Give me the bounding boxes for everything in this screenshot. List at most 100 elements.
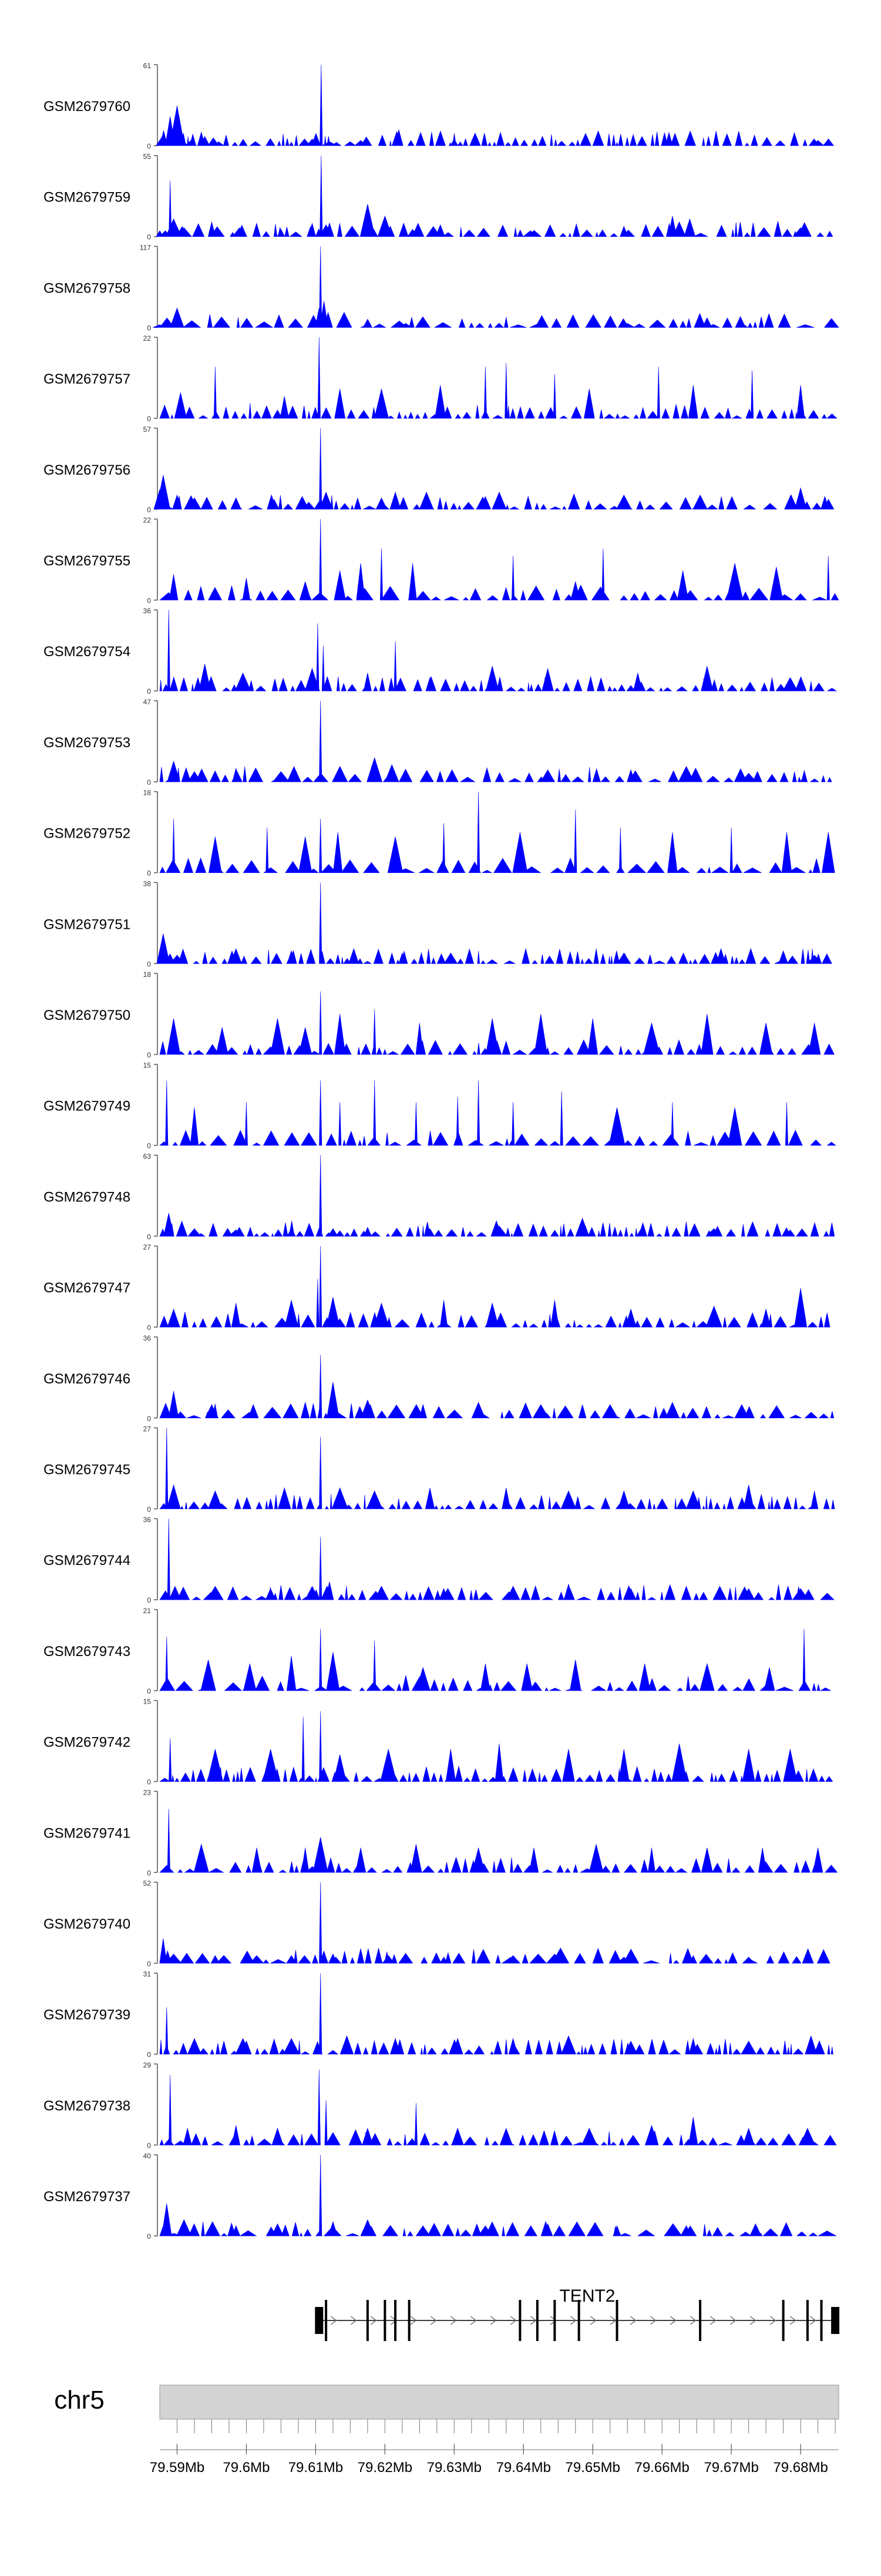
strand-arrows xyxy=(330,2316,816,2325)
exon xyxy=(315,2307,324,2334)
track-label: GSM2679742 xyxy=(43,1735,130,1751)
strand-arrow xyxy=(690,2316,697,2325)
coverage-area xyxy=(156,155,833,237)
y-max-label: 61 xyxy=(143,62,152,70)
y-min-label: 0 xyxy=(147,1778,151,1786)
coverage-area xyxy=(159,1428,835,1509)
chromosome-label: chr5 xyxy=(54,2386,105,2414)
strand-arrow xyxy=(410,2316,417,2325)
x-tick-label: 79.67Mb xyxy=(704,2460,758,2476)
gene-label: TENT2 xyxy=(559,2286,615,2306)
track-label: GSM2679754 xyxy=(43,644,130,660)
y-min-label: 0 xyxy=(147,1051,151,1059)
track-GSM2679739: GSM2679739 31 0 xyxy=(43,1970,833,2059)
track-GSM2679755: GSM2679755 22 0 xyxy=(43,516,839,605)
coverage-area xyxy=(159,519,839,600)
coverage-area xyxy=(159,1711,833,1782)
strand-arrow xyxy=(749,2316,756,2325)
coverage-area xyxy=(159,1628,832,1691)
y-min-label: 0 xyxy=(147,960,151,968)
y-min-label: 0 xyxy=(147,597,151,605)
track-GSM2679740: GSM2679740 52 0 xyxy=(43,1879,830,1968)
track-label: GSM2679745 xyxy=(43,1462,130,1478)
track-GSM2679754: GSM2679754 36 0 xyxy=(43,607,838,696)
exon xyxy=(820,2300,823,2341)
y-max-label: 36 xyxy=(143,1516,152,1524)
coverage-area xyxy=(159,1519,835,1600)
exon xyxy=(831,2307,840,2334)
coverage-area xyxy=(159,610,838,691)
y-min-label: 0 xyxy=(147,2141,151,2150)
strand-arrow xyxy=(450,2316,457,2325)
track-label: GSM2679752 xyxy=(43,826,130,842)
track-label: GSM2679740 xyxy=(43,1916,130,1932)
coverage-area xyxy=(159,1809,838,1873)
coverage-area xyxy=(159,1155,835,1237)
x-tick-label: 79.62Mb xyxy=(358,2460,412,2476)
track-label: GSM2679757 xyxy=(43,371,130,387)
exon xyxy=(366,2300,369,2341)
coverage-area xyxy=(159,1355,835,1419)
track-label: GSM2679746 xyxy=(43,1371,130,1387)
genome-ruler: 79.59Mb 79.6Mb 79.61Mb 79.62Mb 79.63Mb 79.64M… xyxy=(150,2419,839,2476)
exon xyxy=(806,2300,809,2341)
y-max-label: 117 xyxy=(140,243,151,251)
y-max-label: 31 xyxy=(143,1970,152,1979)
exon xyxy=(536,2300,539,2341)
y-min-label: 0 xyxy=(147,1687,151,1695)
exon xyxy=(577,2300,580,2341)
strand-arrow xyxy=(670,2316,677,2325)
track-GSM2679752: GSM2679752 18 0 xyxy=(43,789,835,878)
strand-arrow xyxy=(590,2316,597,2325)
x-tick-label: 79.61Mb xyxy=(288,2460,343,2476)
exon xyxy=(325,2300,328,2341)
y-min-label: 0 xyxy=(147,415,151,423)
coverage-area xyxy=(159,700,832,782)
y-min-label: 0 xyxy=(147,506,151,514)
x-tick-label: 79.65Mb xyxy=(566,2460,620,2476)
track-label: GSM2679756 xyxy=(43,462,130,478)
x-tick-label: 79.6Mb xyxy=(223,2460,270,2476)
y-max-label: 57 xyxy=(143,425,152,434)
y-min-label: 0 xyxy=(147,687,151,696)
y-min-label: 0 xyxy=(147,1324,151,1332)
y-max-label: 15 xyxy=(143,1062,152,1070)
y-max-label: 47 xyxy=(143,698,152,706)
track-label: GSM2679758 xyxy=(43,280,130,296)
y-min-label: 0 xyxy=(147,233,151,241)
track-GSM2679749: GSM2679749 15 0 xyxy=(43,1062,836,1150)
track-GSM2679759: GSM2679759 55 0 xyxy=(43,153,833,241)
track-label: GSM2679748 xyxy=(43,1189,130,1205)
strand-arrow xyxy=(729,2316,737,2325)
strand-arrow xyxy=(490,2316,497,2325)
track-GSM2679747: GSM2679747 27 0 xyxy=(43,1243,830,1332)
track-label: GSM2679750 xyxy=(43,1007,130,1023)
y-max-label: 29 xyxy=(143,2061,152,2069)
y-max-label: 22 xyxy=(143,516,152,525)
track-GSM2679737: GSM2679737 40 0 xyxy=(43,2152,837,2241)
y-max-label: 27 xyxy=(143,1243,152,1251)
strand-arrow xyxy=(809,2316,816,2325)
track-label: GSM2679739 xyxy=(43,2007,130,2023)
track-label: GSM2679737 xyxy=(43,2189,130,2205)
track-label: GSM2679760 xyxy=(43,99,130,115)
y-min-label: 0 xyxy=(147,1506,151,1514)
strand-arrow xyxy=(650,2316,657,2325)
track-label: GSM2679749 xyxy=(43,1099,130,1114)
gene-model-track: TENT2 xyxy=(315,2286,840,2341)
track-GSM2679760: GSM2679760 61 0 xyxy=(43,62,835,150)
y-min-label: 0 xyxy=(147,778,151,787)
x-tick-label: 79.63Mb xyxy=(427,2460,482,2476)
y-min-label: 0 xyxy=(147,1960,151,1968)
gene-exons xyxy=(315,2300,840,2341)
strand-arrow xyxy=(630,2316,637,2325)
chromosome-ideogram xyxy=(159,2384,839,2420)
y-min-label: 0 xyxy=(147,1415,151,1423)
y-min-label: 0 xyxy=(147,2232,151,2241)
coverage-area xyxy=(159,1246,830,1328)
coverage-area xyxy=(153,428,835,510)
coverage-area xyxy=(159,2155,837,2236)
coverage-area xyxy=(159,1080,836,1146)
y-max-label: 40 xyxy=(143,2152,152,2160)
